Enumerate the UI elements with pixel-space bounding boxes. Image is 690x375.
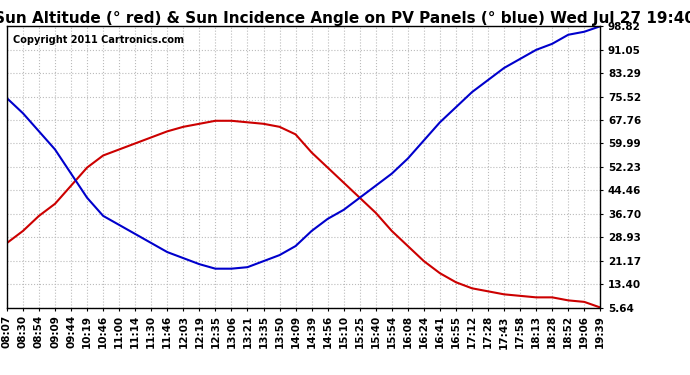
Text: Sun Altitude (° red) & Sun Incidence Angle on PV Panels (° blue) Wed Jul 27 19:4: Sun Altitude (° red) & Sun Incidence Ang… [0, 11, 690, 26]
Text: Copyright 2011 Cartronics.com: Copyright 2011 Cartronics.com [13, 35, 184, 45]
